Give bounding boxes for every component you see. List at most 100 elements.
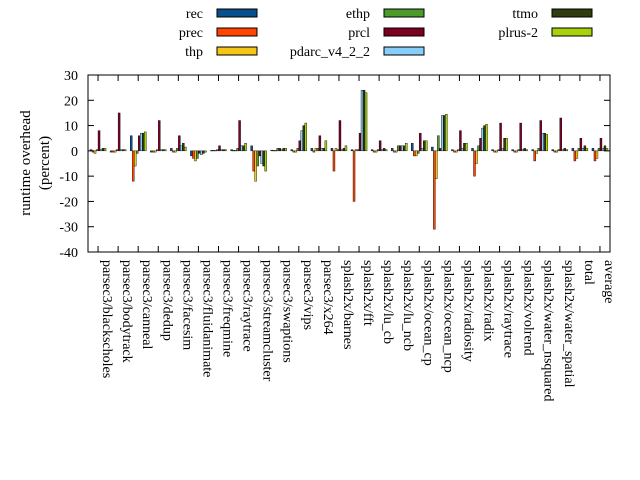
bar-rec-parsec3-bodytrack — [109, 150, 113, 153]
bar-pdarc_v4_2_2-parsec3-raytrace — [240, 145, 243, 152]
x-tick-label: parsec3/raytrace — [240, 260, 255, 352]
bar-thp-parsec3-x264 — [314, 148, 318, 152]
bar-prcl-total — [579, 138, 583, 152]
x-tick-label: splash2x/fft — [360, 260, 375, 326]
bar-rec-parsec3-vips — [290, 149, 294, 152]
bar-prec-splash2x-water-spatial — [553, 150, 557, 153]
bar-thp-splash2x-fft — [354, 149, 358, 152]
bar-ttmo-parsec3-freqmine — [222, 149, 225, 152]
y-tick-label: 10 — [64, 120, 78, 135]
bar-rec-parsec3-canneal — [129, 135, 133, 152]
bar-rec-splash2x-radiosity — [451, 149, 454, 152]
bar-prcl-parsec3-raytrace — [238, 120, 241, 152]
bar-prec-parsec3-canneal — [131, 150, 135, 182]
x-tick-label: parsec3/dedup — [159, 260, 174, 341]
bar-prec-parsec3-x264 — [312, 150, 316, 153]
bar-prcl-splash2x-fft — [358, 132, 362, 152]
bar-thp-splash2x-volrend — [515, 150, 518, 153]
bar-plrus-2-parsec3-raytrace — [244, 143, 247, 152]
bar-prec-parsec3-dedup — [152, 150, 155, 153]
legend-swatch-pdarc_v4_2_2 — [383, 46, 425, 56]
bar-plrus-2-splash2x-lu-ncb — [404, 143, 408, 152]
bar-prcl-splash2x-radiosity — [459, 130, 462, 152]
bar-ttmo-splash2x-fft — [362, 89, 366, 152]
bar-rec-splash2x-radix — [471, 148, 474, 152]
bar-prcl-parsec3-facesim — [178, 135, 181, 152]
bar-ttmo-parsec3-dedup — [162, 149, 165, 152]
bar-ttmo-splash2x-water-spatial — [563, 148, 567, 152]
x-tick-label: average — [601, 260, 616, 304]
bar-ethp-splash2x-volrend — [517, 149, 520, 152]
bar-prcl-parsec3-streamcluster — [258, 150, 261, 157]
bar-ethp-parsec3-canneal — [135, 150, 139, 154]
bar-prec-splash2x-raytrace — [493, 150, 496, 153]
y-tick-label: -20 — [59, 195, 78, 210]
bar-pdarc_v4_2_2-parsec3-freqmine — [220, 149, 223, 152]
bar-thp-average — [595, 150, 599, 159]
y-tick-label: 20 — [64, 94, 78, 109]
bar-ethp-parsec3-bodytrack — [115, 149, 119, 152]
legend-label-rec: rec — [186, 7, 203, 22]
bar-plrus-2-total — [585, 148, 589, 152]
bar-prec-splash2x-fft — [352, 150, 356, 202]
bar-thp-splash2x-raytrace — [495, 150, 498, 153]
bar-plrus-2-splash2x-radiosity — [465, 143, 468, 152]
bar-ethp-parsec3-swaptions — [276, 148, 279, 152]
legend-label-ethp: ethp — [346, 7, 370, 22]
bar-prec-average — [593, 150, 597, 162]
x-tick-label: splash2x/water_spatial — [561, 260, 576, 388]
bar-prcl-splash2x-lu-ncb — [398, 145, 402, 152]
legend-swatch-plrus-2 — [551, 27, 593, 37]
x-tick-label: parsec3/bodytrack — [119, 260, 134, 363]
bar-thp-splash2x-radiosity — [455, 150, 458, 153]
bar-prec-parsec3-facesim — [172, 150, 175, 153]
bar-rec-parsec3-facesim — [170, 148, 173, 152]
bar-prcl-splash2x-water-spatial — [559, 117, 563, 152]
bar-ethp-splash2x-lu-cb — [376, 149, 380, 152]
bar-rec-splash2x-barnes — [330, 148, 334, 152]
bar-thp-parsec3-streamcluster — [254, 150, 257, 182]
x-tick-label: parsec3/vips — [300, 260, 315, 330]
bar-ethp-parsec3-streamcluster — [256, 150, 259, 167]
legend-swatch-prcl — [383, 27, 425, 37]
bar-thp-splash2x-barnes — [334, 148, 338, 152]
bar-rec-parsec3-x264 — [310, 148, 314, 152]
y-tick-label: -40 — [59, 246, 78, 261]
bar-prcl-splash2x-volrend — [519, 122, 522, 152]
x-tick-label: splash2x/lu_cb — [380, 260, 395, 344]
bar-plrus-2-parsec3-canneal — [143, 131, 147, 152]
bar-thp-parsec3-blackscholes — [93, 150, 97, 154]
bar-ttmo-splash2x-barnes — [342, 148, 346, 152]
bar-prcl-parsec3-blackscholes — [97, 130, 101, 152]
bar-prec-parsec3-raytrace — [232, 150, 235, 152]
bar-pdarc_v4_2_2-splash2x-raytrace — [501, 148, 504, 152]
bar-rec-splash2x-lu-cb — [370, 149, 374, 152]
legend-swatch-ttmo — [551, 8, 593, 18]
bar-ttmo-parsec3-swaptions — [282, 148, 285, 152]
bar-pdarc_v4_2_2-splash2x-ocean-cp — [421, 148, 424, 152]
bar-thp-parsec3-canneal — [133, 150, 137, 167]
bar-rec-parsec3-raytrace — [230, 149, 233, 152]
legend-swatch-ethp — [383, 8, 425, 18]
x-tick-label: parsec3/canneal — [139, 260, 154, 349]
bar-ethp-parsec3-facesim — [176, 148, 179, 152]
bar-plrus-2-parsec3-dedup — [164, 149, 167, 152]
y-tick-label: -10 — [59, 170, 78, 185]
bar-prec-total — [573, 150, 577, 162]
bar-ethp-splash2x-ocean-cp — [417, 150, 420, 154]
y-tick-label: 30 — [64, 69, 78, 84]
bar-prcl-splash2x-radix — [479, 138, 482, 152]
x-tick-label: splash2x/barnes — [340, 260, 355, 349]
bar-ethp-parsec3-x264 — [316, 148, 320, 152]
bar-rec-parsec3-fluidanimate — [190, 150, 193, 157]
bar-prec-splash2x-radiosity — [453, 150, 456, 153]
legend: rec prec thp ethp prcl pdarc_v4_2_2 ttmo plrus-… — [179, 7, 593, 60]
y-tick-label: -30 — [59, 221, 78, 236]
bar-thp-splash2x-water-nsquared — [535, 150, 538, 154]
x-tick-label: splash2x/lu_ncb — [400, 260, 415, 351]
bar-pdarc_v4_2_2-parsec3-canneal — [139, 132, 143, 152]
bar-pdarc_v4_2_2-parsec3-facesim — [180, 145, 183, 152]
bar-prcl-parsec3-x264 — [318, 135, 322, 152]
bar-ttmo-parsec3-blackscholes — [101, 148, 105, 152]
x-tick-label: parsec3/swaptions — [280, 260, 295, 363]
